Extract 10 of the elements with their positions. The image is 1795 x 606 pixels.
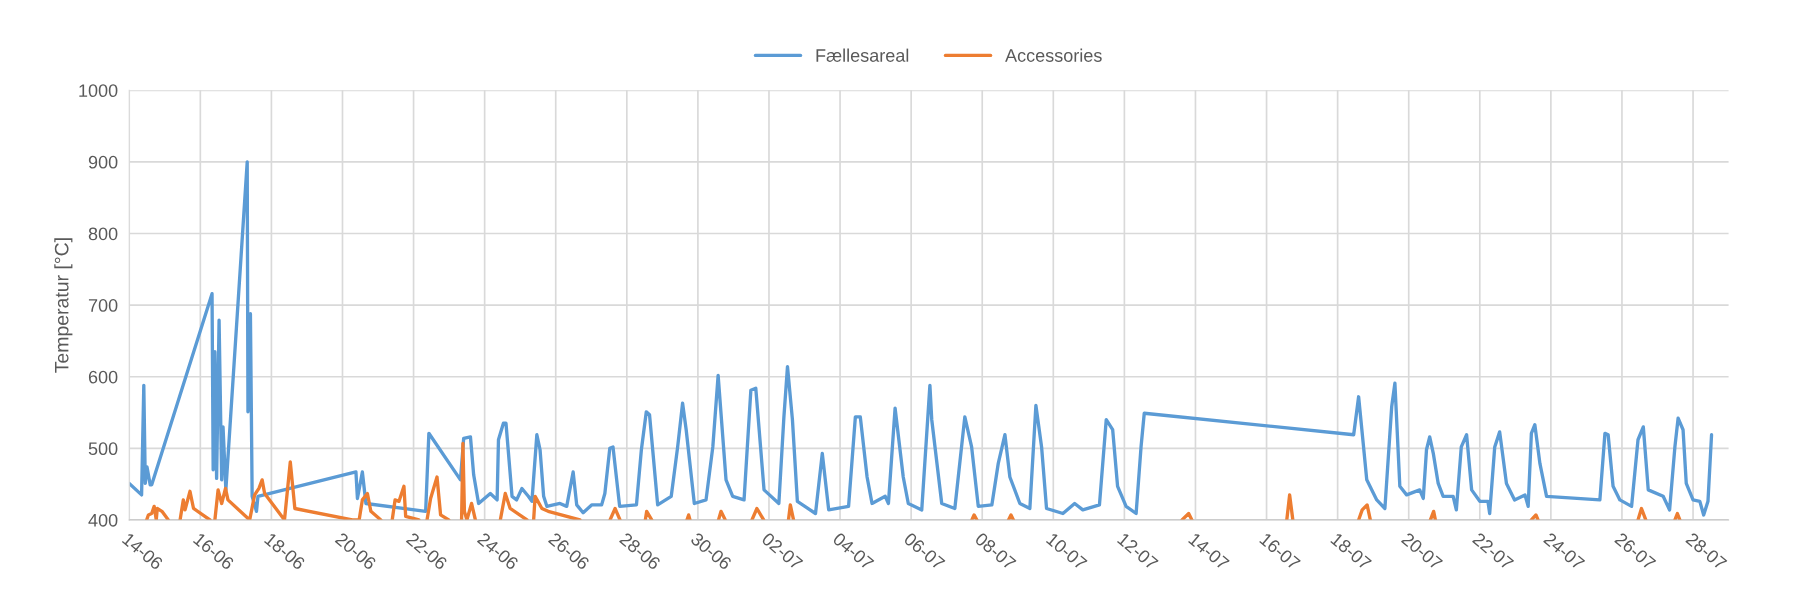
y-tick-label: 600 [88, 370, 118, 384]
y-axis-title: Temperatur [°C] [54, 238, 73, 373]
legend-label: Accessories [1005, 48, 1102, 62]
y-tick-label: 900 [88, 155, 118, 169]
y-tick-label: 800 [88, 227, 118, 241]
y-tick-label: 400 [88, 513, 118, 527]
y-tick-label: 1000 [79, 84, 118, 98]
y-tick-label: 500 [88, 442, 118, 456]
legend-label: Fællesareal [816, 48, 909, 62]
y-tick-label: 700 [88, 299, 118, 312]
